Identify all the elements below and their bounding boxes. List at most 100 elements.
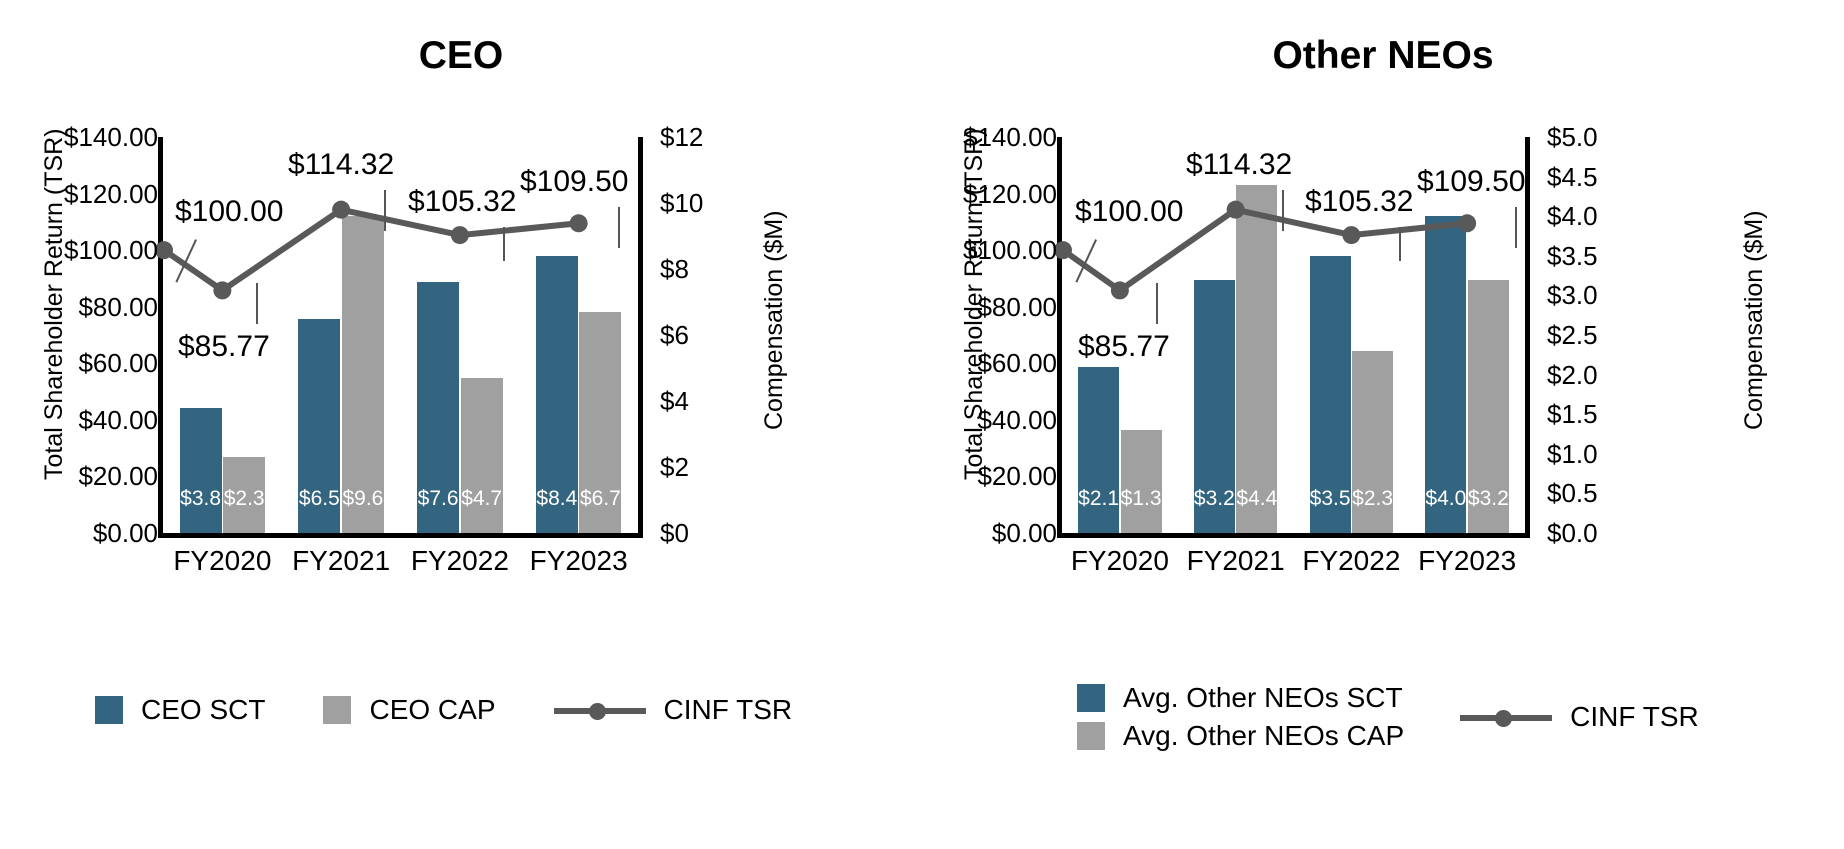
legend-item-sct-neos[interactable]: Avg. Other NEOs SCT bbox=[1077, 682, 1404, 714]
y-axis-left-neos bbox=[1057, 137, 1062, 538]
bar-cap[interactable]: $2.3 bbox=[223, 457, 266, 533]
bar-value-label: $7.6 bbox=[417, 487, 459, 510]
bar-cap[interactable]: $1.3 bbox=[1120, 430, 1162, 533]
y-tick-label-left: $120.00 bbox=[64, 178, 158, 209]
y-tick-label-left: $40.00 bbox=[977, 404, 1057, 435]
y-tick-label-left: $120.00 bbox=[963, 178, 1057, 209]
x-category-label: FY2022 bbox=[410, 545, 509, 576]
y-tick-label-right: $2.5 bbox=[1547, 320, 1598, 350]
right-axis-title-ceo: Compensation ($M) bbox=[760, 210, 788, 430]
legend-item-cap-ceo[interactable]: CEO CAP bbox=[323, 694, 496, 726]
tsr-annotation: $109.50 bbox=[520, 165, 629, 198]
bar-sct[interactable]: $3.5 bbox=[1309, 255, 1351, 533]
tsr-annotation: $85.77 bbox=[1078, 330, 1170, 363]
bar-value-label: $3.5 bbox=[1309, 487, 1351, 510]
legend-item-tsr-ceo[interactable]: CINF TSR bbox=[553, 694, 793, 726]
chart-title-neos: Other NEOs bbox=[1272, 34, 1494, 77]
x-category-label: FY2023 bbox=[1418, 545, 1517, 576]
x-category-label: FY2021 bbox=[292, 545, 391, 576]
chart-panel-ceo: CEO Total Shareholder Return (TSR) Compe… bbox=[40, 34, 793, 726]
legend-item-sct-ceo[interactable]: CEO SCT bbox=[95, 694, 265, 726]
bar-cap[interactable]: $6.7 bbox=[579, 311, 622, 533]
tsr-annotation: $105.32 bbox=[1305, 185, 1414, 218]
bar-value-label: $4.7 bbox=[461, 487, 503, 510]
tsr-annotation-leader bbox=[503, 227, 505, 261]
tsr-annotation-leader bbox=[256, 283, 258, 324]
y-tick-label-right: $8 bbox=[660, 254, 689, 284]
legend-label-sct: CEO SCT bbox=[141, 694, 266, 725]
y-tick-label-left: $140.00 bbox=[963, 122, 1057, 152]
y-tick-label-right: $4 bbox=[660, 386, 689, 416]
bar-sct[interactable]: $4.0 bbox=[1425, 216, 1467, 533]
y-tick-label-left: $100.00 bbox=[64, 235, 158, 266]
tsr-marker-1 bbox=[1110, 281, 1129, 300]
y-tick-label-left: $60.00 bbox=[977, 348, 1057, 379]
y-tick-label-right: $1.5 bbox=[1547, 399, 1598, 430]
x-category-label: FY2021 bbox=[1186, 545, 1285, 576]
y-tick-label-right: $3.0 bbox=[1547, 280, 1598, 311]
bar-sct[interactable]: $7.6 bbox=[417, 282, 460, 533]
y-tick-label-right: $4.0 bbox=[1547, 201, 1598, 232]
tsr-marker-1 bbox=[213, 281, 232, 300]
bar-cap[interactable]: $4.4 bbox=[1236, 184, 1278, 533]
y-tick-label-left: $100.00 bbox=[963, 235, 1057, 266]
bar-value-label: $8.4 bbox=[536, 487, 578, 510]
tsr-annotation-leader bbox=[1156, 283, 1158, 324]
y-tick-label-right: $2 bbox=[660, 452, 689, 482]
bar-value-label: $2.3 bbox=[223, 487, 265, 510]
tsr-annotation-leader bbox=[1515, 207, 1517, 248]
legend-neos: Avg. Other NEOs SCT Avg. Other NEOs CAP … bbox=[1077, 682, 1699, 752]
y-tick-label-left: $0.00 bbox=[92, 518, 158, 548]
bar-sct[interactable]: $3.2 bbox=[1193, 279, 1235, 533]
chart-title-ceo: CEO bbox=[418, 34, 504, 77]
bar-sct[interactable]: $8.4 bbox=[535, 255, 578, 533]
legend-swatch-cap-icon bbox=[323, 696, 352, 724]
bar-cap[interactable]: $9.6 bbox=[341, 216, 384, 533]
y-axis-right-neos bbox=[1525, 137, 1530, 538]
bar-cap[interactable]: $3.2 bbox=[1467, 279, 1509, 533]
bar-value-label: $6.7 bbox=[579, 487, 621, 510]
tsr-marker-4 bbox=[569, 214, 588, 233]
bar-sct[interactable]: $3.8 bbox=[179, 407, 222, 533]
y-tick-label-right: $0.0 bbox=[1547, 518, 1598, 548]
bar-sct[interactable]: $2.1 bbox=[1078, 366, 1120, 533]
tsr-annotation: $114.32 bbox=[1186, 148, 1293, 181]
y-tick-label-left: $0.00 bbox=[991, 518, 1057, 548]
x-axis-ceo bbox=[158, 533, 643, 538]
y-tick-label-right: $0.5 bbox=[1547, 478, 1598, 509]
y-tick-label-left: $40.00 bbox=[78, 404, 158, 435]
tsr-annotation: $100.00 bbox=[1075, 195, 1184, 228]
bar-value-label: $3.8 bbox=[180, 487, 222, 510]
bar-value-label: $6.5 bbox=[298, 487, 340, 510]
tsr-annotation-leader bbox=[618, 207, 620, 248]
y-tick-label-right: $2.0 bbox=[1547, 359, 1598, 390]
legend-line-marker-icon bbox=[553, 696, 646, 724]
bar-value-label: $3.2 bbox=[1193, 487, 1235, 510]
tsr-annotation: $114.32 bbox=[288, 148, 395, 181]
legend-item-tsr-neos[interactable]: CINF TSR bbox=[1460, 701, 1699, 733]
y-tick-label-right: $5.0 bbox=[1547, 122, 1598, 152]
tsr-annotation: $85.77 bbox=[178, 330, 270, 363]
legend-label-cap: CEO CAP bbox=[369, 694, 496, 725]
x-category-label: FY2023 bbox=[529, 545, 628, 576]
legend-item-cap-neos[interactable]: Avg. Other NEOs CAP bbox=[1077, 720, 1404, 752]
y-tick-label-right: $1.0 bbox=[1547, 438, 1598, 469]
tsr-annotation: $105.32 bbox=[408, 185, 517, 218]
bar-sct[interactable]: $6.5 bbox=[298, 318, 341, 533]
bar-value-label: $2.3 bbox=[1352, 487, 1394, 510]
bar-cap[interactable]: $2.3 bbox=[1352, 350, 1394, 533]
y-tick-label-left: $20.00 bbox=[977, 461, 1057, 492]
y-tick-label-right: $3.5 bbox=[1547, 240, 1598, 271]
legend-label-tsr: CINF TSR bbox=[663, 694, 793, 725]
bar-cap[interactable]: $4.7 bbox=[460, 377, 503, 533]
y-axis-right-ceo bbox=[638, 137, 643, 538]
tsr-annotation: $109.50 bbox=[1417, 165, 1526, 198]
y-tick-label-left: $80.00 bbox=[78, 291, 158, 322]
x-axis-neos bbox=[1057, 533, 1530, 538]
tsr-annotation-leader bbox=[1399, 227, 1401, 261]
legend-label-tsr: CINF TSR bbox=[1570, 701, 1699, 732]
y-tick-label-left: $60.00 bbox=[78, 348, 158, 379]
y-tick-label-right: $6 bbox=[660, 320, 689, 350]
y-tick-label-left: $80.00 bbox=[977, 291, 1057, 322]
legend-swatch-sct-icon bbox=[95, 696, 123, 724]
